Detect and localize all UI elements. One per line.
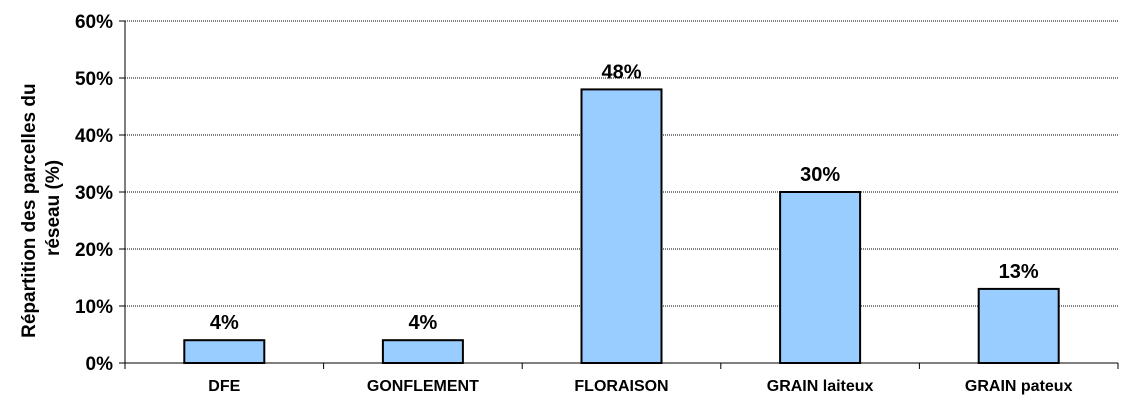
bar-3 [779,191,862,364]
data-labels: 4% 4% 48% 30% 13% [210,61,1039,334]
y-tick-label-6: 60% [75,12,113,33]
bar-0 [183,339,266,365]
y-tick-label-4: 40% [75,126,113,147]
x-tick-label-3: GRAIN laiteux [767,378,874,395]
x-tick-label-0: DFE [208,378,240,395]
axes [119,20,1119,369]
y-axis-label-line-1: Répartition des parcelles du [19,83,40,337]
y-tick-labels: 0% 10% 20% 30% 40% 50% 60% [75,12,113,375]
data-label-3: 30% [800,164,840,186]
data-label-4: 13% [999,261,1039,283]
bar-1 [381,339,464,365]
data-label-2: 48% [601,61,641,83]
y-tick-label-0: 0% [86,354,114,375]
y-tick-label-2: 20% [75,240,113,261]
y-tick-label-3: 30% [75,183,113,204]
x-tick-labels: DFE GONFLEMENT FLORAISON GRAIN laiteux GRAIN… [208,378,1072,395]
y-axis-label: Répartition des parcelles du réseau (%) [19,78,64,338]
y-tick-label-5: 50% [75,69,113,90]
bar-4 [977,287,1060,364]
bars [183,88,1060,365]
y-axis-label-line-2: réseau (%) [43,160,64,256]
y-tick-label-1: 10% [75,297,113,318]
bar-2 [580,88,663,365]
x-tick-label-2: FLORAISON [574,378,668,395]
x-tick-label-1: GONFLEMENT [367,378,479,395]
x-tick-label-4: GRAIN pateux [965,378,1073,395]
data-label-1: 4% [408,312,437,334]
data-label-0: 4% [210,312,239,334]
